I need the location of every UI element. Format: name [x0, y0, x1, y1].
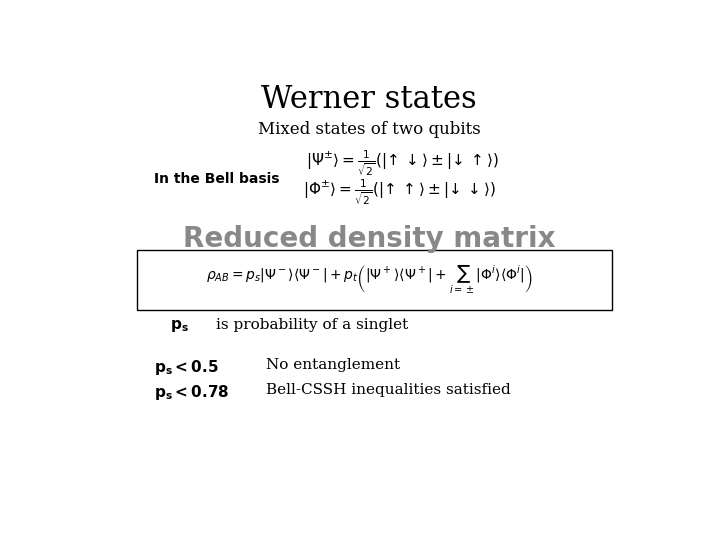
Text: $\rho_{AB} = p_s|\Psi^-\rangle\langle\Psi^-|+p_t\left(|\Psi^+\rangle\langle\Psi^: $\rho_{AB} = p_s|\Psi^-\rangle\langle\Ps… — [206, 263, 532, 295]
Text: $|\Phi^{\pm}\rangle = \frac{1}{\sqrt{2}}(|\!\uparrow\uparrow\rangle \pm |\!\down: $|\Phi^{\pm}\rangle = \frac{1}{\sqrt{2}}… — [303, 178, 496, 207]
Text: No entanglement: No entanglement — [266, 358, 400, 372]
Text: Reduced density matrix: Reduced density matrix — [183, 225, 555, 253]
Text: $\mathbf{p_s}$$\mathbf{< 0.78}$: $\mathbf{p_s}$$\mathbf{< 0.78}$ — [154, 383, 230, 402]
Text: Bell-CSSH inequalities satisfied: Bell-CSSH inequalities satisfied — [266, 383, 510, 397]
Text: Werner states: Werner states — [261, 84, 477, 114]
Text: $|\Psi^{\pm}\rangle = \frac{1}{\sqrt{2}}(|\!\uparrow\downarrow\rangle \pm |\!\do: $|\Psi^{\pm}\rangle = \frac{1}{\sqrt{2}}… — [306, 149, 499, 178]
FancyBboxPatch shape — [138, 250, 612, 310]
Text: Mixed states of two qubits: Mixed states of two qubits — [258, 121, 480, 138]
Text: is probability of a singlet: is probability of a singlet — [215, 318, 408, 332]
Text: $\mathbf{p_s}$: $\mathbf{p_s}$ — [170, 318, 189, 334]
Text: In the Bell basis: In the Bell basis — [154, 172, 279, 186]
Text: $\mathbf{p_s}$$\mathbf{< 0.5}$: $\mathbf{p_s}$$\mathbf{< 0.5}$ — [154, 358, 219, 377]
